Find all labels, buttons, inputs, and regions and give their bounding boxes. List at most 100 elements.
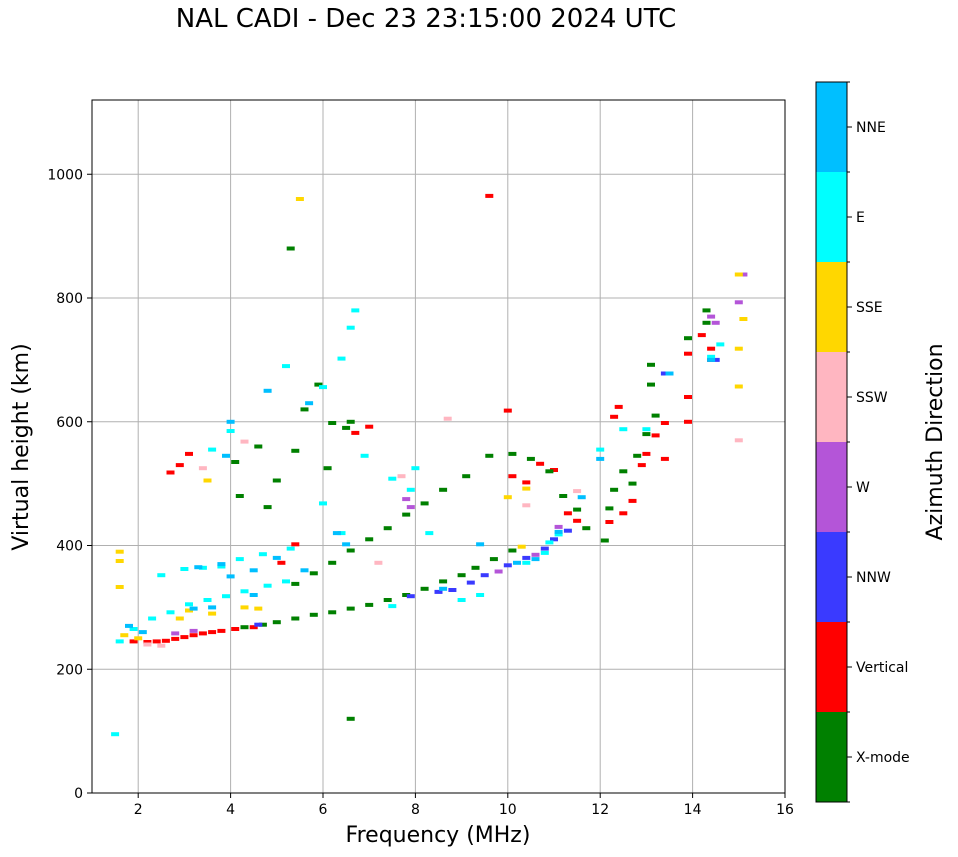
echo-point <box>134 636 143 641</box>
echo-point <box>360 453 369 458</box>
echo-point <box>342 542 351 547</box>
echo-point <box>337 356 346 361</box>
echo-point <box>231 627 240 631</box>
echo-point <box>633 453 642 458</box>
x-tick-label: 10 <box>499 802 517 818</box>
echo-point <box>383 598 392 602</box>
echo-point <box>711 357 720 362</box>
echo-point <box>208 630 217 635</box>
echo-point <box>448 588 457 592</box>
echo-point <box>115 639 124 644</box>
echo-point <box>125 623 133 628</box>
echo-point <box>563 528 572 533</box>
echo-point <box>291 448 300 453</box>
echo-point <box>272 555 281 560</box>
echo-point <box>471 565 480 570</box>
echo-point <box>208 605 217 610</box>
y-tick-label: 600 <box>56 415 83 431</box>
echo-point <box>365 537 374 542</box>
echo-point <box>319 501 327 506</box>
echo-point <box>217 628 226 633</box>
echo-point <box>180 635 189 640</box>
echo-point <box>115 585 124 589</box>
x-tick-label: 2 <box>134 802 143 818</box>
echo-point <box>665 371 674 376</box>
echo-point <box>203 598 212 602</box>
colorbar-segment <box>816 442 847 532</box>
echo-point <box>143 642 152 647</box>
echo-point <box>628 481 637 486</box>
echo-point <box>402 593 411 597</box>
echo-point <box>439 487 448 492</box>
echo-point <box>235 494 244 498</box>
echo-point <box>328 421 337 425</box>
echo-point <box>628 498 637 503</box>
echo-point <box>282 579 290 584</box>
colorbar-tick-label: NNW <box>856 570 891 586</box>
echo-point <box>272 620 281 625</box>
echo-point <box>286 246 295 251</box>
echo-point <box>309 612 318 617</box>
echo-point <box>166 610 175 615</box>
echo-point <box>226 419 235 424</box>
colorbar-segment <box>816 352 847 442</box>
echo-point <box>249 625 258 630</box>
colorbar-tick-label: Vertical <box>856 660 908 676</box>
y-tick-label: 1000 <box>47 167 83 183</box>
echo-point <box>346 606 355 611</box>
echo-point <box>439 579 448 584</box>
echo-point <box>397 474 406 479</box>
echo-point <box>554 524 563 529</box>
echo-point <box>208 447 217 452</box>
echo-point <box>637 463 646 468</box>
echo-point <box>508 548 517 553</box>
colorbar-tick-label: SSE <box>856 300 883 316</box>
echo-point <box>282 364 290 369</box>
echo-point <box>185 602 193 607</box>
echo-point <box>148 616 157 621</box>
chart-title: NAL CADI - Dec 23 23:15:00 2024 UTC <box>175 4 677 34</box>
echo-point <box>647 362 655 367</box>
echo-point <box>240 605 249 610</box>
echo-point <box>526 456 535 461</box>
echo-point <box>402 512 411 517</box>
echo-point <box>240 625 249 630</box>
echo-point <box>277 560 286 565</box>
echo-point <box>217 564 226 569</box>
echo-point <box>619 427 628 432</box>
echo-point <box>619 469 628 474</box>
echo-point <box>466 580 475 585</box>
echo-point <box>503 495 512 500</box>
echo-point <box>420 501 429 506</box>
echo-point <box>295 197 304 201</box>
echo-point <box>406 594 415 599</box>
echo-point <box>660 421 669 425</box>
echo-point <box>420 586 429 591</box>
echo-point <box>596 447 605 452</box>
echo-point <box>600 538 609 543</box>
colorbar-segment <box>816 712 847 802</box>
echo-point <box>115 559 124 563</box>
echo-point <box>171 636 180 641</box>
echo-point <box>175 616 184 621</box>
colorbar-frame <box>815 81 848 803</box>
echo-point <box>272 478 281 483</box>
echo-point <box>651 433 660 438</box>
colorbar-tick-label: E <box>856 210 865 226</box>
echo-point <box>365 602 374 607</box>
echo-point <box>328 610 337 615</box>
echo-point <box>166 470 175 475</box>
echo-point <box>383 526 392 531</box>
echo-point <box>619 511 628 516</box>
echo-point <box>111 732 120 737</box>
echo-point <box>540 550 549 555</box>
echo-point <box>425 531 434 536</box>
echo-point <box>254 606 263 611</box>
colorbar-segment <box>816 622 847 712</box>
grid <box>92 100 786 794</box>
echo-point <box>684 395 692 399</box>
echo-point <box>545 469 554 474</box>
x-axis-label: Frequency (MHz) <box>346 823 531 848</box>
y-tick-label: 800 <box>56 291 83 307</box>
